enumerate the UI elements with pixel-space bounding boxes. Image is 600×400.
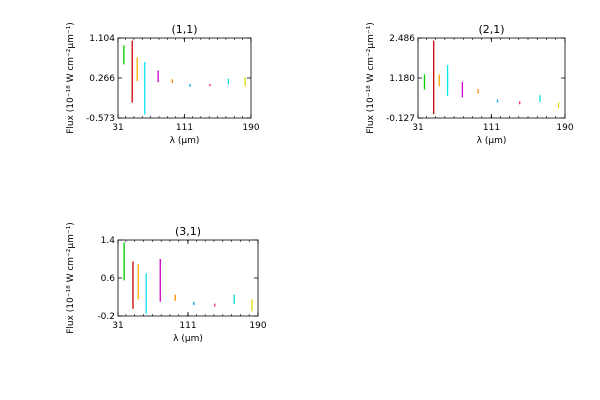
chart-title: (1,1)	[171, 23, 197, 36]
x-axis-label: λ (μm)	[173, 334, 203, 344]
y-tick-label: 0.266	[89, 74, 115, 84]
x-tick-label: 31	[112, 321, 123, 331]
panel-3: (3,1) 31 111 190 -0.2 0.6 1.4 λ (μm) Flux (10⁻¹⁸…	[66, 222, 267, 344]
y-tick-label: 1.4	[101, 236, 116, 246]
x-axis-label: λ (μm)	[477, 136, 507, 146]
x-tick-label: 111	[179, 321, 196, 331]
y-tick-label: -0.127	[386, 114, 415, 124]
x-tick-label: 111	[176, 123, 193, 133]
y-tick-label: -0.2	[97, 312, 115, 322]
x-axis-label: λ (μm)	[170, 136, 200, 146]
y-tick-label: 0.6	[101, 274, 116, 284]
x-tick-label: 190	[249, 321, 266, 331]
panel-1: (1,1) 31 111 190 -0.573 0.266 1.104 λ (μm) Flux …	[66, 22, 260, 146]
chart-title: (3,1)	[175, 225, 201, 238]
y-axis-label: Flux (10⁻¹⁸ W cm⁻²μm⁻¹)	[66, 222, 76, 334]
plot-frame	[417, 37, 566, 119]
y-tick-label: 1.104	[89, 34, 115, 44]
y-tick-label: 1.180	[389, 74, 415, 84]
x-tick-label: 190	[556, 123, 573, 133]
y-tick-label: -0.573	[86, 114, 115, 124]
plot-frame	[117, 239, 259, 317]
y-axis-label: Flux (10⁻¹⁸ W cm⁻²μm⁻¹)	[366, 22, 376, 134]
x-tick-label: 31	[412, 123, 423, 133]
panel-2: (2,1) 31 111 190 -0.127 1.180 2.486 λ (μm) Flux …	[366, 22, 574, 146]
plot-frame	[117, 37, 252, 119]
y-tick-label: 2.486	[389, 34, 415, 44]
x-tick-label: 111	[483, 123, 500, 133]
x-tick-label: 190	[242, 123, 259, 133]
chart-title: (2,1)	[478, 23, 504, 36]
x-tick-label: 31	[112, 123, 123, 133]
y-axis-label: Flux (10⁻¹⁸ W cm⁻²μm⁻¹)	[66, 22, 76, 134]
